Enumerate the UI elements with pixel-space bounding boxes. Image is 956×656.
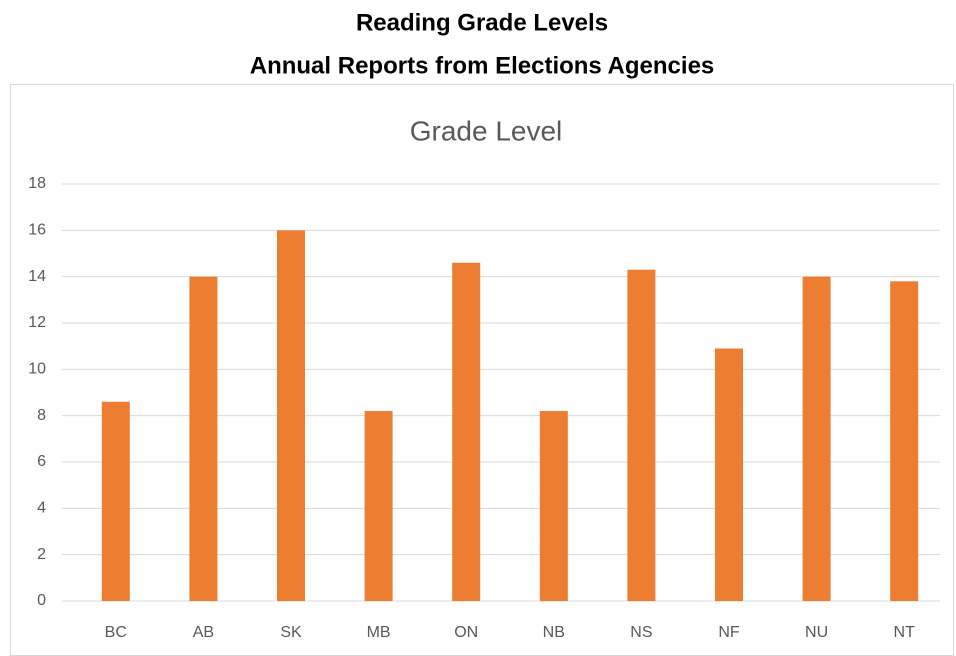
- y-tick-label: 0: [37, 592, 46, 609]
- y-tick-label: 4: [37, 500, 46, 517]
- bar: [627, 269, 656, 601]
- x-tick-label: MB: [367, 624, 391, 641]
- y-tick-label: 6: [37, 453, 46, 470]
- x-tick-label: NS: [630, 624, 652, 641]
- x-tick-label: AB: [193, 624, 214, 641]
- series-title: Grade Level: [410, 115, 563, 146]
- chart-title: Reading Grade Levels: [356, 9, 608, 36]
- bar: [452, 262, 481, 601]
- y-tick-label: 16: [28, 222, 46, 239]
- y-tick-label: 12: [28, 314, 46, 331]
- bar: [715, 348, 743, 601]
- y-tick-label: 8: [37, 407, 46, 424]
- x-tick-label: NT: [894, 624, 916, 641]
- y-tick-label: 18: [28, 175, 46, 192]
- x-tick-label: NF: [718, 624, 740, 641]
- y-tick-label: 2: [37, 546, 46, 563]
- x-tick-label: NB: [543, 624, 565, 641]
- bar: [802, 276, 831, 601]
- bar: [364, 411, 393, 601]
- bar: [277, 230, 305, 602]
- y-tick-label: 14: [28, 268, 46, 285]
- bar: [189, 276, 218, 601]
- x-tick-label: NU: [805, 624, 828, 641]
- x-tick-label: ON: [454, 624, 478, 641]
- bar: [890, 281, 919, 601]
- bar: [539, 411, 568, 601]
- bar: [101, 401, 130, 601]
- chart-subtitle: Annual Reports from Elections Agencies: [250, 52, 715, 79]
- y-tick-label: 10: [28, 361, 46, 378]
- chart-frame: [10, 84, 954, 656]
- x-tick-label: BC: [105, 624, 127, 641]
- x-tick-label: SK: [280, 624, 302, 641]
